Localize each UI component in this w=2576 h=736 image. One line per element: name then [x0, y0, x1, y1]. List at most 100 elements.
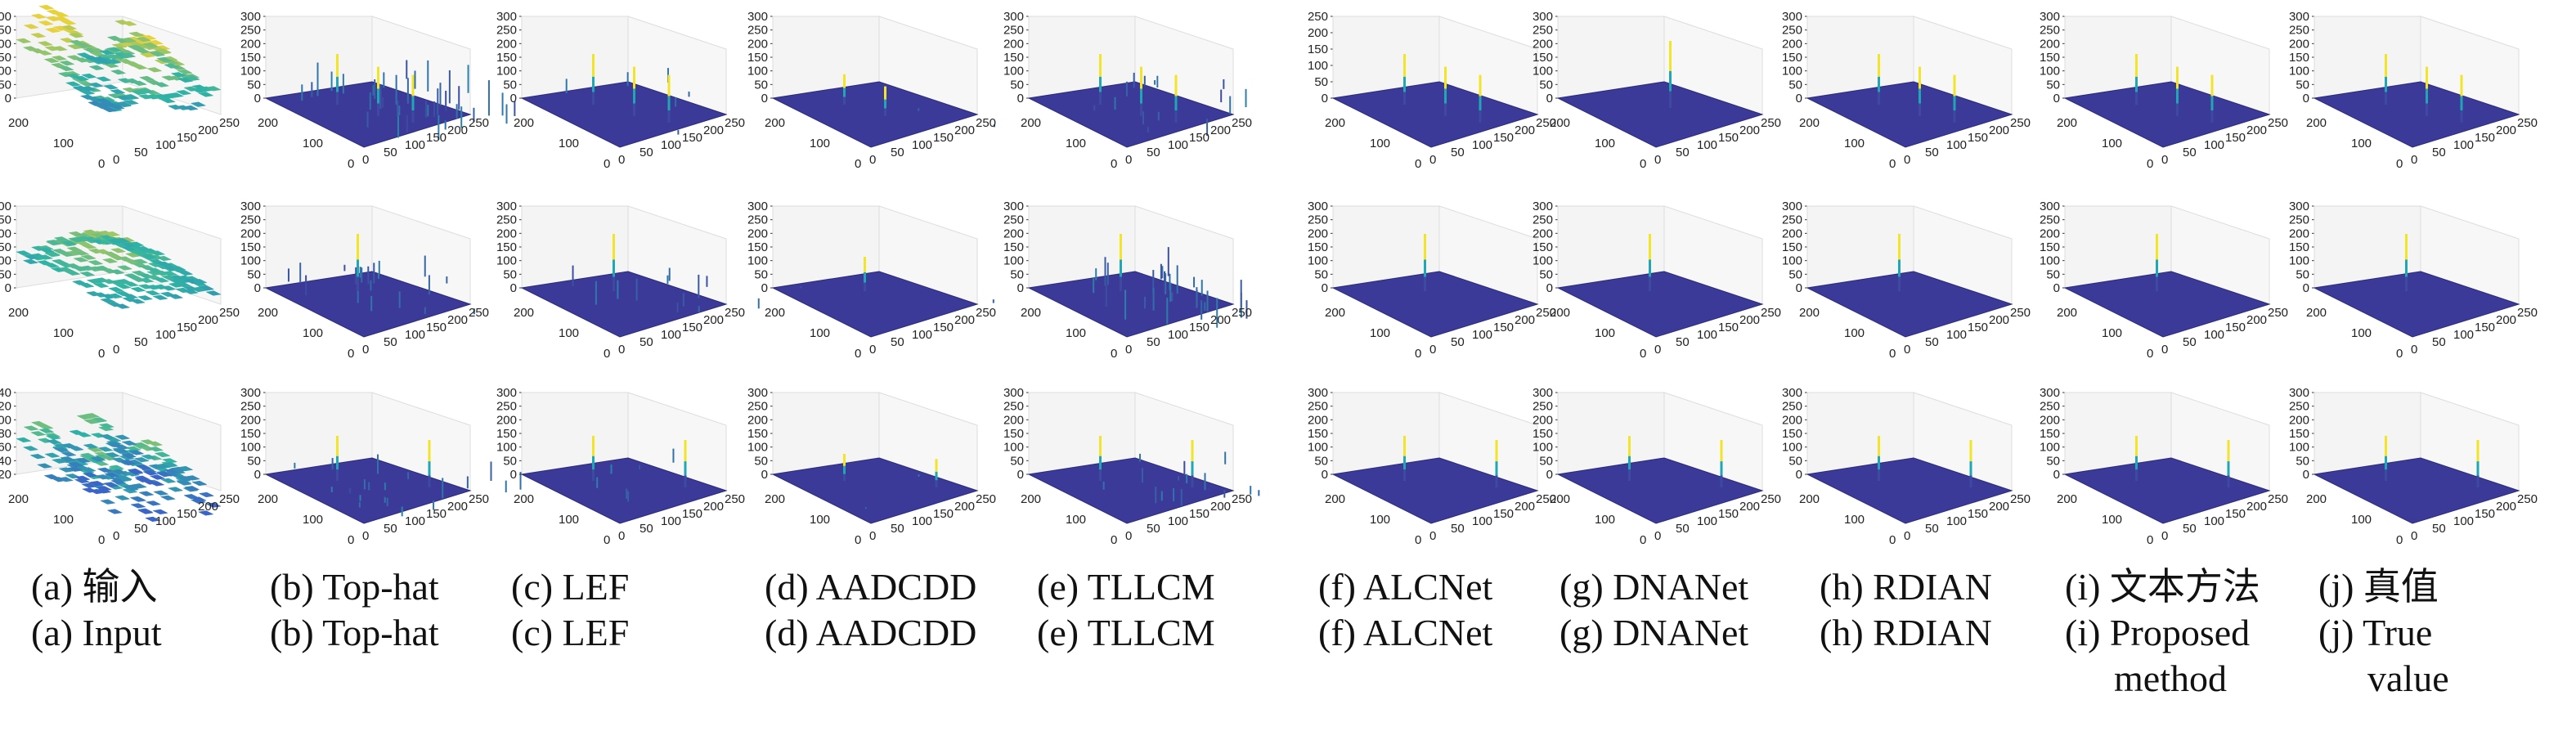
x-tick-label: 150	[177, 507, 197, 521]
x-tick-label: 0	[1654, 529, 1661, 543]
x-tick-label: 50	[1676, 522, 1690, 536]
z-tick-label: 150	[0, 51, 11, 65]
caption-j-line3: value	[2367, 657, 2449, 699]
z-tick-label: 300	[1533, 386, 1553, 400]
z-tick-label: 50	[247, 78, 261, 92]
x-tick-label: 0	[869, 343, 876, 357]
x-tick-label: 0	[869, 529, 876, 543]
input-surface	[16, 229, 222, 309]
y-tick-label: 0	[1415, 533, 1421, 547]
y-tick-label: 100	[303, 326, 323, 340]
x-tick-label: 250	[1761, 116, 1781, 130]
noise-spikes	[294, 454, 522, 517]
caption-g: (g) DNANet (g) DNANet	[1560, 564, 1805, 656]
caption-h: (h) RDIAN (h) RDIAN	[1820, 564, 2065, 656]
noise-spikes	[301, 60, 516, 140]
x-tick-label: 50	[2183, 522, 2197, 536]
x-tick-label: 100	[2453, 514, 2474, 528]
base-plane	[1331, 271, 1539, 338]
x-tick-label: 200	[2496, 313, 2516, 327]
z-tick-label: 50	[1314, 75, 1328, 89]
x-tick-label: 250	[725, 492, 745, 506]
z-tick-label: 0	[1322, 281, 1328, 295]
noise-spikes	[572, 265, 760, 312]
z-tick-label: 0	[510, 281, 517, 295]
caption-h-line2: (h) RDIAN	[1820, 612, 1992, 653]
z-tick-label: 0	[761, 281, 768, 295]
x-tick-label: 200	[1210, 500, 1231, 514]
z-tick-label: 250	[2040, 213, 2060, 227]
caption-j-line1: (j) 真值	[2318, 566, 2439, 608]
z-tick-label: 250	[2289, 400, 2309, 414]
z-tick-label: 300	[2289, 386, 2309, 400]
z-tick-label: 150	[496, 240, 517, 254]
y-tick-label: 200	[1325, 492, 1345, 506]
z-tick-label: 50	[2046, 454, 2060, 468]
z-tick-label: 300	[2040, 200, 2060, 213]
x-tick-label: 250	[2517, 116, 2538, 130]
y-tick-label: 0	[348, 347, 354, 361]
y-tick-label: 200	[258, 116, 278, 130]
x-tick-label: 50	[1147, 335, 1160, 349]
y-tick-label: 0	[2147, 157, 2153, 171]
x-tick-label: 50	[1147, 522, 1160, 536]
y-tick-label: 0	[1415, 347, 1421, 361]
x-tick-label: 50	[891, 522, 904, 536]
z-tick-label: 250	[0, 213, 11, 227]
z-tick-label: 100	[0, 254, 11, 268]
z-tick-label: 100	[2289, 441, 2309, 455]
z-tick-label: 50	[2296, 267, 2309, 281]
x-tick-label: 0	[362, 343, 369, 357]
y-tick-label: 200	[2306, 116, 2327, 130]
z-tick-label: 200	[496, 227, 517, 240]
x-tick-label: 250	[1232, 306, 1252, 320]
target-peaks	[864, 257, 866, 291]
z-tick-label: 0	[254, 92, 261, 105]
y-tick-label: 200	[2057, 116, 2077, 130]
x-tick-label: 150	[2225, 321, 2246, 334]
y-tick-label: 200	[765, 492, 785, 506]
y-axis: 200 100 0	[2306, 116, 2403, 171]
x-tick-label: 100	[1697, 138, 1717, 152]
z-tick-label: 300	[240, 10, 261, 24]
x-tick-label: 0	[1904, 529, 1910, 543]
x-tick-label: 0	[1125, 529, 1132, 543]
x-tick-label: 200	[954, 123, 975, 137]
z-tick-label: 100	[1003, 254, 1024, 268]
x-tick-label: 50	[1451, 522, 1465, 536]
x-tick-label: 150	[426, 131, 447, 145]
y-tick-label: 200	[2306, 306, 2327, 320]
y-axis: 200 100 0	[514, 116, 610, 171]
x-tick-label: 200	[1739, 500, 1760, 514]
x-tick-label: 100	[1472, 328, 1492, 342]
z-tick-label: 150	[1308, 240, 1328, 254]
y-tick-label: 0	[604, 157, 610, 171]
z-tick-label: 50	[1539, 454, 1553, 468]
z-tick-label: 150	[1308, 427, 1328, 441]
z-tick-label: 200	[240, 37, 261, 51]
target-peaks	[2135, 54, 2214, 123]
x-tick-label: 50	[640, 335, 653, 349]
z-tick-label: 250	[496, 213, 517, 227]
z-tick-label: 300	[747, 386, 768, 400]
x-tick-label: 100	[912, 138, 932, 152]
z-tick-label: 150	[1782, 427, 1802, 441]
x-tick-label: 250	[2268, 116, 2288, 130]
z-tick-label: 50	[247, 454, 261, 468]
z-tick-label: 300	[496, 10, 517, 24]
y-axis: 200 100 0	[1799, 116, 1896, 171]
z-tick-label: 150	[747, 427, 768, 441]
x-tick-label: 250	[2010, 492, 2031, 506]
z-tick-label: 250	[1003, 213, 1024, 227]
x-tick-label: 200	[198, 313, 218, 327]
